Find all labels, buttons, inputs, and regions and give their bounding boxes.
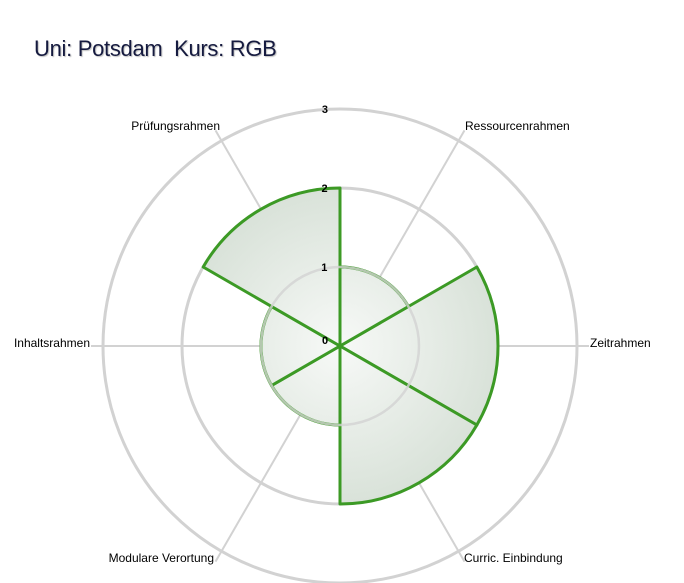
category-label-5: Prüfungsrahmen	[131, 119, 220, 133]
category-label-2: Curric. Einbindung	[464, 551, 563, 565]
tick-label-0: 0	[322, 335, 328, 347]
category-label-4: Inhaltsrahmen	[14, 336, 90, 350]
sector-curric-einbindung	[338, 344, 479, 506]
tick-label-2: 2	[322, 183, 328, 195]
inner-ring	[259, 265, 421, 427]
sector-prüfungsrahmen	[201, 186, 342, 348]
tick-label-1: 1	[321, 262, 327, 274]
chart-title: Uni: Potsdam Kurs: RGB	[34, 36, 277, 61]
category-label-3: Modulare Verortung	[109, 551, 214, 565]
category-label-6: Ressourcenrahmen	[465, 119, 570, 133]
category-label-1: Zeitrahmen	[590, 336, 651, 350]
tick-label-3: 3	[322, 104, 328, 116]
